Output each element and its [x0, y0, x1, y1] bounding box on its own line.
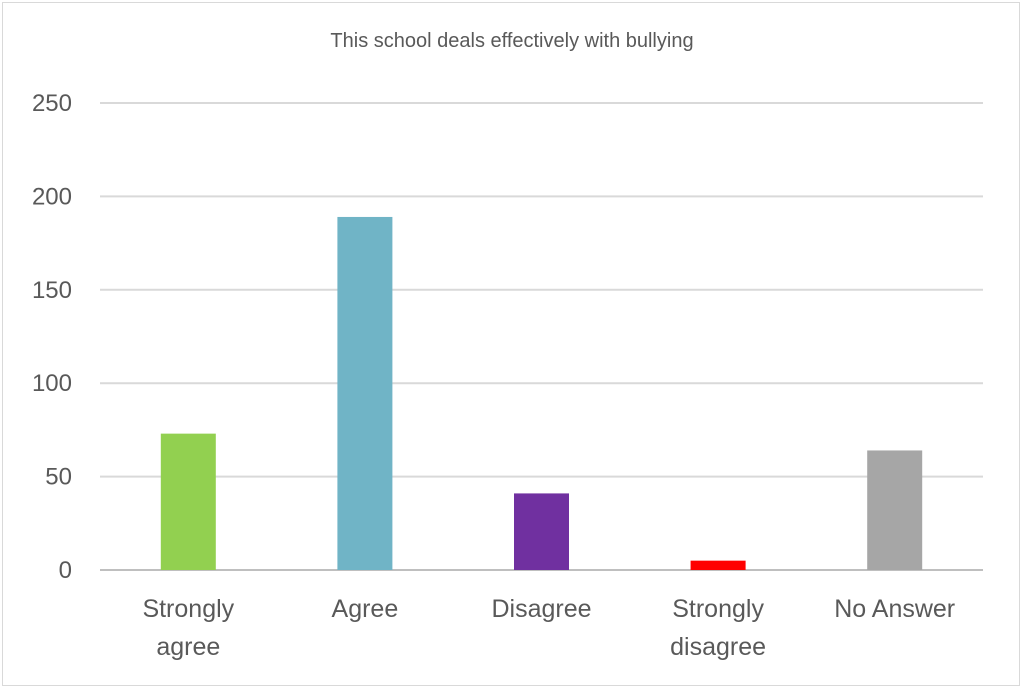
bar — [337, 216, 393, 570]
y-tick-label: 250 — [32, 90, 72, 117]
bar — [690, 560, 746, 570]
x-axis-labels: Strongly agree Agree Disagree Strongly disagr… — [142, 595, 955, 661]
chart-title: This school deals effectively with bully… — [330, 30, 694, 52]
bars — [160, 216, 923, 570]
x-tick-label: Disagree — [491, 595, 591, 623]
x-tick-label: Strongly disagree — [670, 595, 766, 661]
y-tick-label: 50 — [45, 464, 72, 491]
bar — [867, 450, 923, 570]
y-tick-label: 200 — [32, 183, 72, 210]
y-tick-label: 150 — [32, 277, 72, 304]
x-tick-label: Agree — [332, 595, 399, 623]
y-axis-ticks: 0 50 100 150 200 250 — [32, 90, 72, 584]
y-tick-label: 100 — [32, 370, 72, 397]
y-tick-label: 0 — [59, 557, 72, 584]
bar — [160, 433, 216, 570]
x-tick-label: No Answer — [834, 595, 955, 623]
bar — [514, 493, 569, 570]
x-tick-label: Strongly agree — [142, 595, 234, 661]
